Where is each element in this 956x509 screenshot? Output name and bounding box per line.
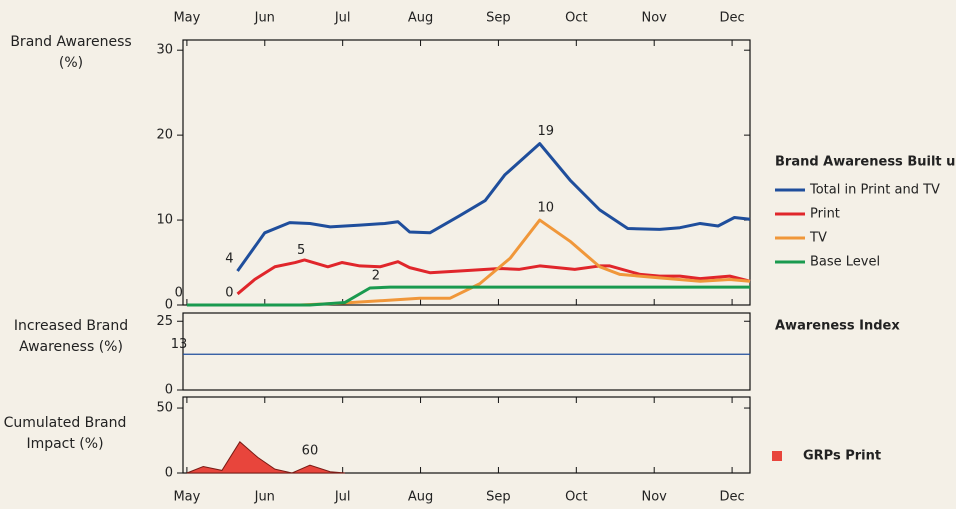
line [237, 218, 751, 307]
legend-label: Base Level [810, 255, 880, 270]
x-tick-label: Oct [565, 490, 587, 505]
line [186, 285, 750, 307]
area [186, 441, 346, 474]
x-tick-label: Jun [254, 11, 275, 26]
line [236, 142, 751, 272]
x-tick-label: Dec [720, 11, 745, 26]
line [236, 258, 751, 296]
data-label: 10 [537, 201, 554, 216]
y-tick-label: 50 [156, 401, 173, 416]
data-label: 2 [372, 269, 380, 284]
x-tick-label: Nov [642, 11, 668, 26]
annotation: 60 [302, 444, 319, 459]
data-label: 0 [225, 286, 233, 301]
legend-title: Awareness Index [775, 319, 900, 334]
data-label: 5 [297, 243, 305, 258]
y-axis-label: Increased Brand Awareness (%) [13, 318, 129, 355]
y-tick-label: 0 [165, 298, 173, 313]
y-tick-label: 25 [156, 314, 173, 329]
x-tick-label: Aug [408, 490, 433, 505]
x-tick-label: May [173, 11, 200, 26]
data-label: 4 [225, 252, 233, 267]
plot-frame [182, 39, 751, 306]
y-tick-label: 20 [156, 128, 173, 143]
plot-frame [182, 396, 751, 474]
y-tick-label: 30 [156, 43, 173, 58]
legend-label: Print [810, 207, 840, 222]
x-tick-label: Aug [408, 11, 433, 26]
x-tick-label: Jun [254, 490, 275, 505]
y-tick-label: 0 [165, 383, 173, 398]
y-axis-label: Cumulated Brand Impact (%) [3, 415, 127, 452]
y-tick-label: 10 [156, 213, 173, 228]
legend-label: GRPs Print [803, 449, 881, 464]
plot-frame [182, 312, 751, 391]
x-tick-label: Dec [720, 490, 745, 505]
x-tick-label: Jul [334, 490, 351, 505]
x-tick-label: Sep [486, 11, 511, 26]
x-tick-label: Nov [642, 490, 668, 505]
legend-label: Total in Print and TV [809, 183, 940, 198]
x-tick-label: Oct [565, 11, 587, 26]
data-label: 13 [171, 337, 188, 352]
legend-title: Brand Awareness Built up [775, 155, 956, 170]
x-tick-label: Jul [334, 11, 351, 26]
y-axis-label: Brand Awareness (%) [10, 34, 132, 71]
legend-label: TV [809, 231, 827, 246]
x-tick-label: Sep [486, 490, 511, 505]
data-label: 19 [537, 124, 554, 139]
data-label: 0 [175, 286, 183, 301]
legend-swatch [772, 451, 782, 461]
y-tick-label: 0 [165, 466, 173, 481]
x-tick-label: May [173, 490, 200, 505]
